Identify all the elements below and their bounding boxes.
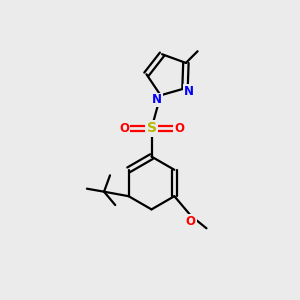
Text: O: O [174, 122, 184, 135]
Text: O: O [186, 214, 196, 228]
Text: O: O [119, 122, 129, 135]
Text: N: N [152, 93, 162, 106]
Text: S: S [146, 122, 157, 135]
Text: N: N [184, 85, 194, 98]
